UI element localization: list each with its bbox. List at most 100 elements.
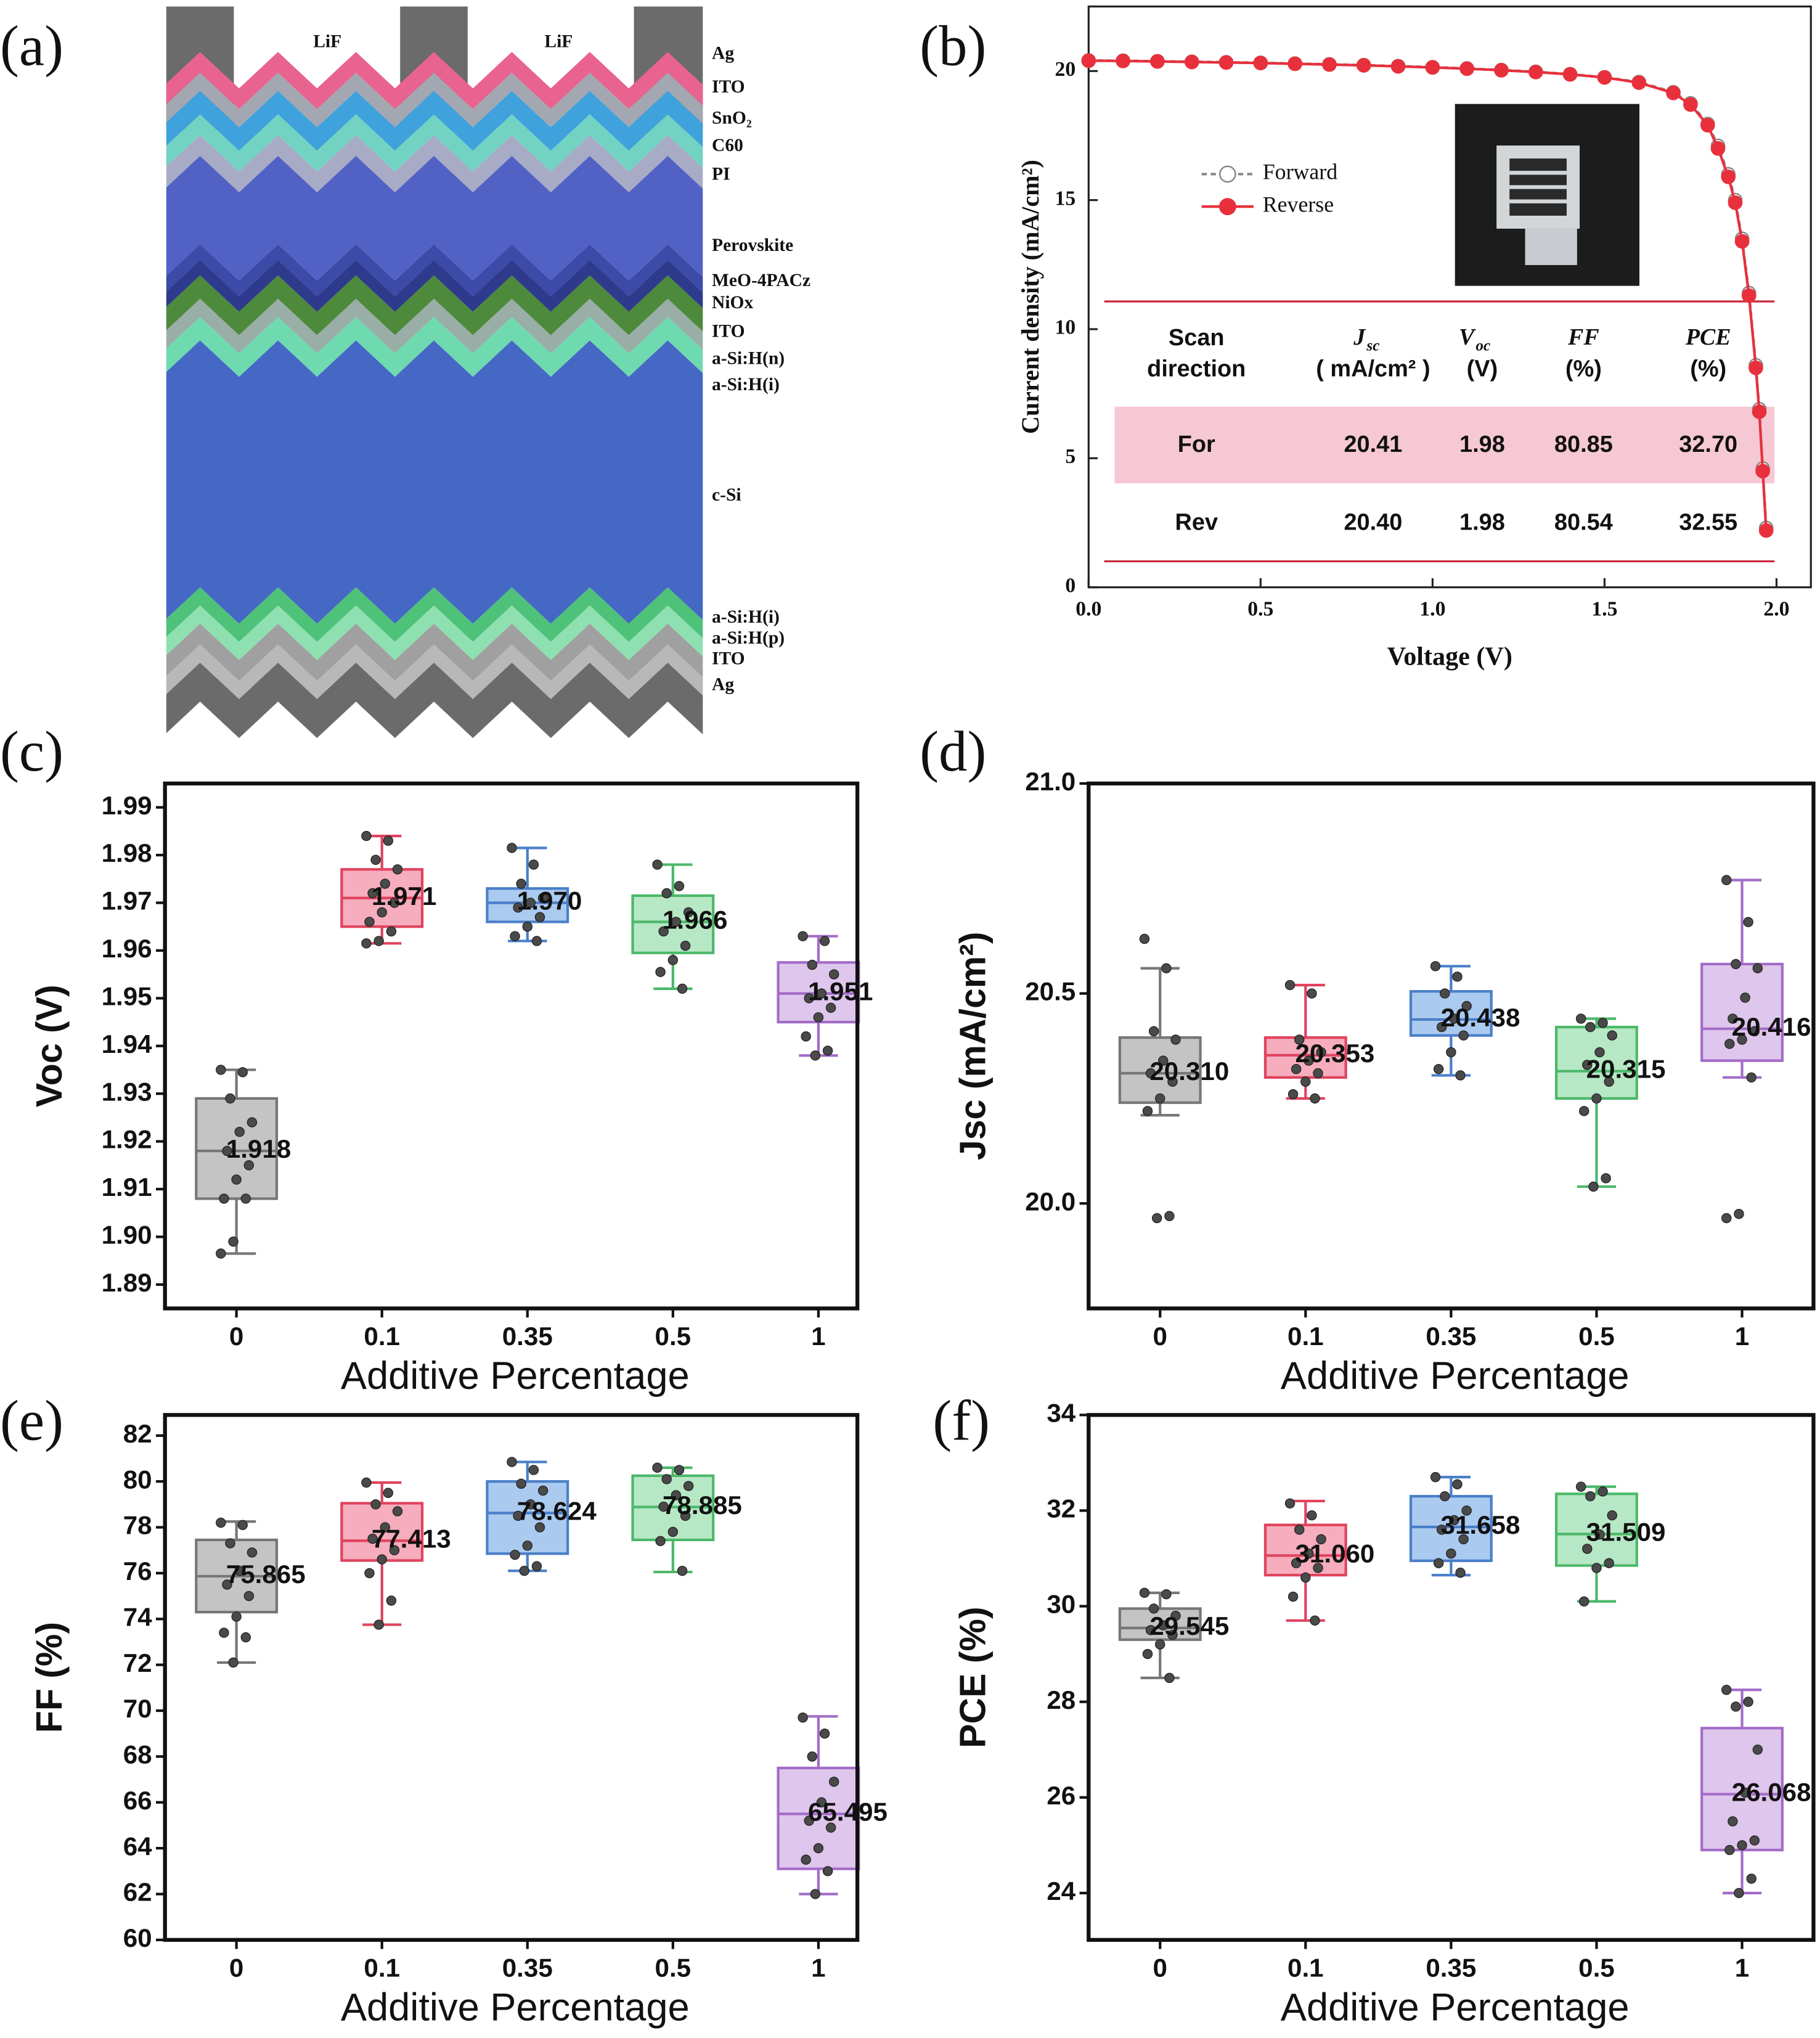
layer [166,114,703,172]
data-point [247,1117,258,1127]
data-point [1588,1181,1599,1192]
x-tick-label: 0.35 [502,1953,553,1982]
table-cell: 20.40 [1344,509,1402,535]
y-tick-label: 80 [123,1465,152,1494]
series-marker [1666,86,1681,100]
series-marker [1562,67,1578,82]
panel-label: (d) [920,720,986,784]
y-tick-label: 82 [123,1419,152,1448]
data-point [1604,1076,1614,1087]
data-point [1449,1013,1459,1024]
data-point [228,1236,239,1247]
layer [166,135,703,192]
data-point [1164,1672,1175,1684]
data-point [1142,1648,1153,1659]
box [340,1502,424,1562]
data-point [513,1510,523,1521]
data-point [1304,1549,1314,1559]
layer [166,623,703,681]
data-point [380,1522,390,1533]
data-point [661,1474,672,1484]
series-marker [1218,55,1234,70]
data-point [525,898,536,908]
data-point [655,967,666,977]
series-marker [1390,59,1406,74]
y-axis-label: Voc (V) [29,984,70,1107]
data-point [674,881,685,891]
layer-label: ITO [712,77,745,97]
data-point [1313,1563,1323,1573]
data-point [652,859,663,870]
median-label: 20.438 [1441,1003,1520,1032]
data-point [801,1854,811,1865]
data-point [392,864,403,875]
data-point [380,878,390,889]
y-tick-label: 15 [1055,187,1076,210]
data-point [828,1777,839,1787]
x-tick-label: 0.35 [502,1322,553,1351]
table-header-unit: (%) [1690,356,1726,382]
data-point [516,878,526,889]
median-label: 1.971 [372,882,436,911]
data-point [383,835,394,846]
data-point [1721,1685,1732,1695]
data-point [1284,1498,1296,1509]
data-point [1158,1620,1169,1631]
data-point [510,931,520,941]
data-point [1161,963,1172,973]
data-point [507,843,517,853]
data-point [677,1565,688,1576]
y-tick-label: 10 [1055,316,1076,339]
table-cell: 32.70 [1679,432,1737,457]
data-point [674,1465,685,1475]
data-point [671,917,682,927]
series-marker [1700,118,1715,133]
x-tick-label: 1 [1735,1322,1749,1351]
y-tick-label: 64 [123,1831,152,1860]
data-point [228,1657,239,1668]
layer-label: ITO [712,649,745,669]
data-point [247,1547,258,1558]
y-tick-label: 28 [1047,1685,1075,1714]
data-point [1575,1481,1586,1492]
data-point [1449,1515,1459,1526]
data-point [828,969,839,980]
data-point [1139,933,1150,944]
series-marker [1710,141,1726,156]
y-tick-label: 76 [123,1557,152,1586]
data-point [522,1541,533,1551]
median-label: 20.416 [1732,1012,1811,1041]
data-point [1578,1106,1589,1116]
x-tick-label: 1 [811,1322,825,1351]
data-point [658,926,669,937]
plot-frame [1087,5,1812,589]
layer [166,644,703,699]
data-point [1724,1844,1735,1856]
data-point [813,1843,824,1854]
data-point [1582,1060,1593,1070]
x-tick-label: 0.1 [1287,1953,1324,1982]
data-point [525,1499,536,1510]
data-point [804,993,814,1004]
layer [166,298,703,354]
layer-label: C60 [712,136,743,155]
data-point [234,1565,245,1576]
series-marker [1287,56,1302,72]
data-point [1585,1491,1596,1502]
data-point [364,917,375,927]
data-point [1310,1093,1320,1104]
data-point [680,1510,691,1521]
y-tick-label: 32 [1047,1494,1075,1523]
x-tick-label: 0 [1153,1322,1167,1351]
panel-label: (a) [0,15,63,78]
y-tick-label: 20.5 [1025,977,1075,1006]
table-highlight [1114,406,1775,484]
data-point [813,1012,824,1023]
table-header: direction [1147,356,1246,382]
median-label: 31.509 [1586,1518,1666,1547]
data-point [1591,1093,1602,1104]
data-point [1430,961,1441,972]
table-cell: 80.54 [1554,509,1613,535]
x-axis-label: Additive Percentage [1281,1354,1630,1398]
data-point [1155,1639,1165,1650]
